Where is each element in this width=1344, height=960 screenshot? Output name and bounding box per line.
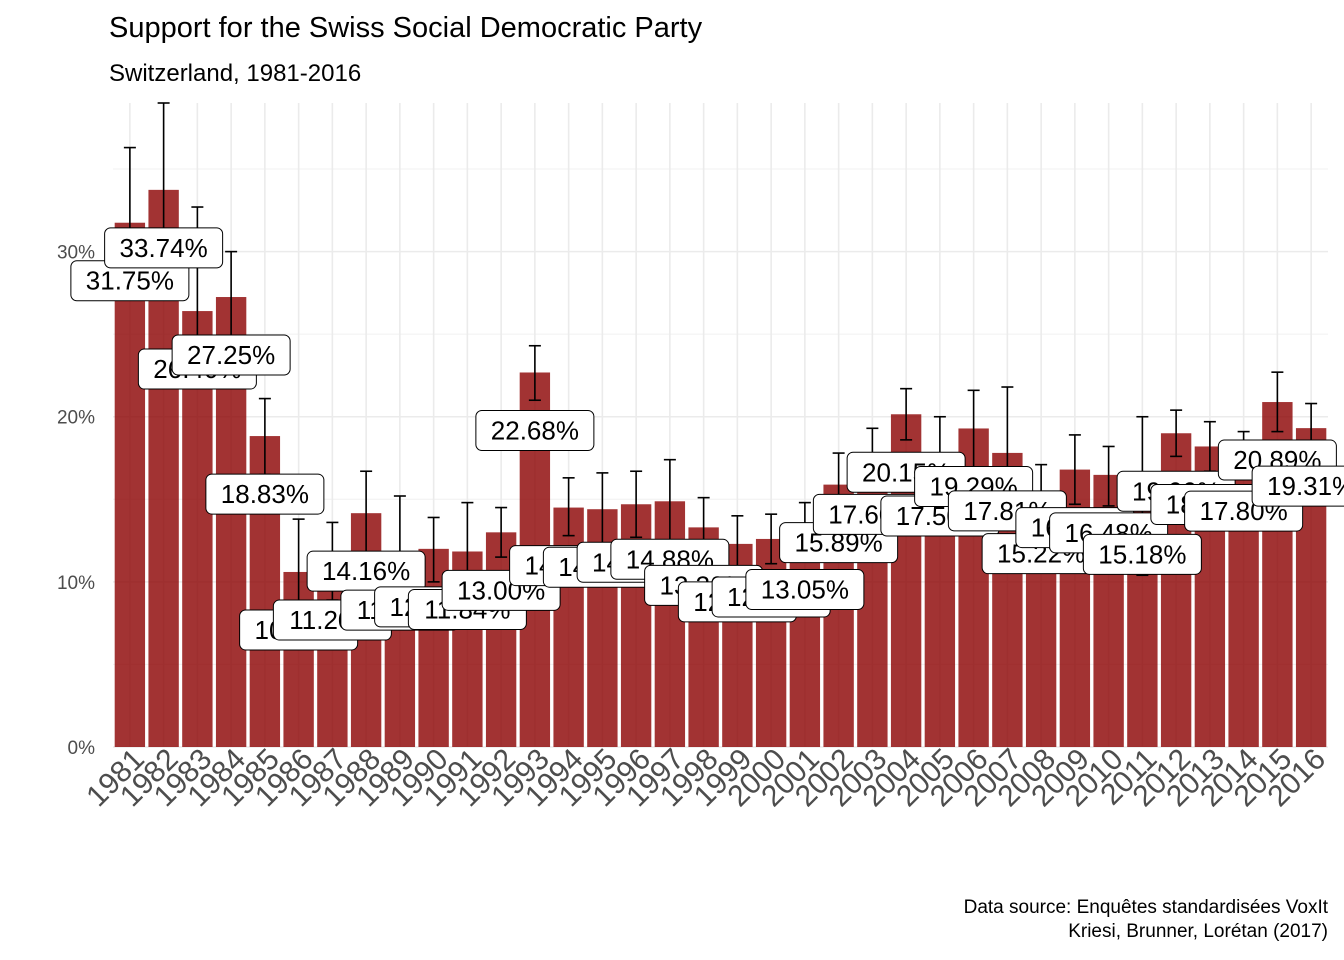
- chart-title: Support for the Swiss Social Democratic …: [109, 12, 703, 44]
- y-tick-label: 0%: [68, 738, 96, 759]
- data-label-box: [205, 473, 325, 515]
- data-label-box: [1082, 533, 1202, 575]
- data-label-text: 22.68%: [491, 415, 579, 445]
- bars: [114, 189, 1327, 748]
- data-label-text: 31.75%: [86, 266, 174, 296]
- caption-line-source: Data source: Enquêtes standardisées VoxI…: [963, 897, 1328, 918]
- chart-subtitle: Switzerland, 1981-2016: [109, 60, 362, 87]
- data-labels: 31.75%33.74%26.40%27.25%18.83%10.60%11.2…: [70, 227, 1344, 651]
- bar: [114, 222, 146, 747]
- data-label: 15.18%: [1082, 533, 1202, 575]
- data-label: 13.05%: [745, 569, 865, 611]
- data-label-text: 33.74%: [120, 233, 208, 263]
- data-label: 18.83%: [205, 473, 325, 515]
- data-label-box: [171, 334, 291, 376]
- data-label-text: 13.05%: [761, 575, 849, 605]
- data-label-text: 14.16%: [322, 556, 410, 586]
- data-label-text: 19.31%: [1267, 471, 1344, 501]
- data-label: 31.75%: [70, 260, 190, 302]
- bar: [789, 531, 821, 747]
- data-label: 33.74%: [104, 227, 224, 269]
- y-tick-label: 30%: [57, 243, 95, 264]
- y-tick-label: 20%: [57, 408, 95, 429]
- data-label-text: 18.83%: [221, 479, 309, 509]
- data-label-text: 27.25%: [187, 340, 275, 370]
- data-label: 22.68%: [475, 409, 595, 451]
- chart-caption: Data source: Enquêtes standardisées VoxI…: [964, 896, 1328, 944]
- caption-line-citation: Kriesi, Brunner, Lorétan (2017): [1068, 921, 1328, 942]
- data-label-box: [475, 409, 595, 451]
- data-label-box: [745, 569, 865, 611]
- data-label-box: [104, 227, 224, 269]
- data-label: 27.25%: [171, 334, 291, 376]
- data-label-box: [1251, 465, 1344, 507]
- data-label: 14.16%: [306, 550, 426, 592]
- data-label-text: 15.18%: [1098, 539, 1186, 569]
- y-tick-label: 10%: [57, 573, 95, 594]
- data-label: 19.31%: [1251, 465, 1344, 507]
